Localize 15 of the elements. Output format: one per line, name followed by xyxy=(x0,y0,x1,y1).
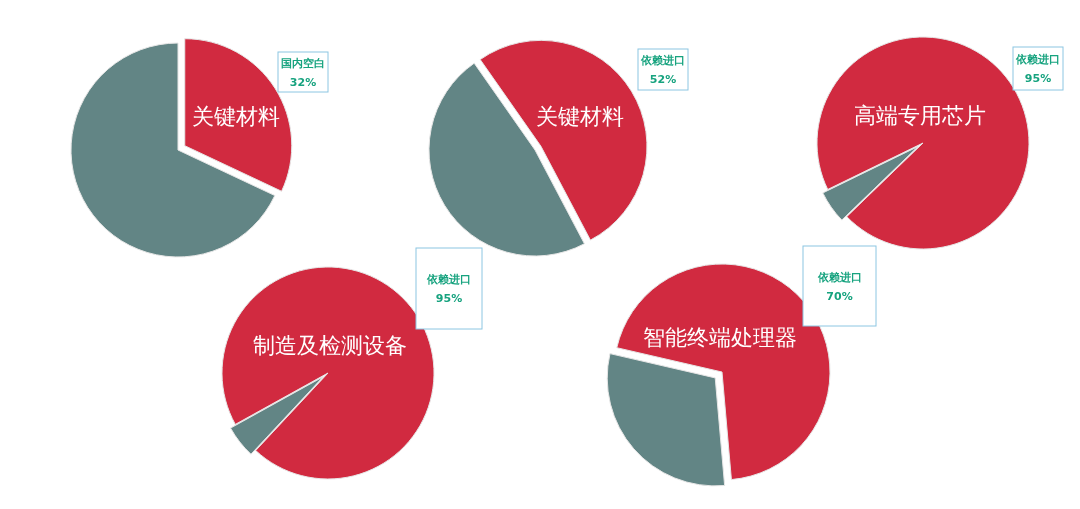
slice-label: 国内空白 xyxy=(281,56,325,70)
slice-label: 依赖进口 xyxy=(1015,53,1060,66)
data-label: 95% xyxy=(1024,72,1052,85)
data-label: 95% xyxy=(435,292,463,305)
slice-label: 依赖进口 xyxy=(426,273,471,286)
text: 制造及检测设备 xyxy=(253,332,407,358)
text: 高端专用芯片 xyxy=(854,102,986,128)
slice-label: 依赖进口 xyxy=(640,54,685,67)
text: 关键材料 xyxy=(192,103,280,129)
slice-label: 依赖进口 xyxy=(816,270,862,284)
text: 关键材料 xyxy=(536,103,624,129)
data-label: 52% xyxy=(649,73,677,86)
data-label: 32% xyxy=(289,75,317,89)
text: 智能终端处理器 xyxy=(643,324,797,350)
data-label: 70% xyxy=(826,289,853,303)
